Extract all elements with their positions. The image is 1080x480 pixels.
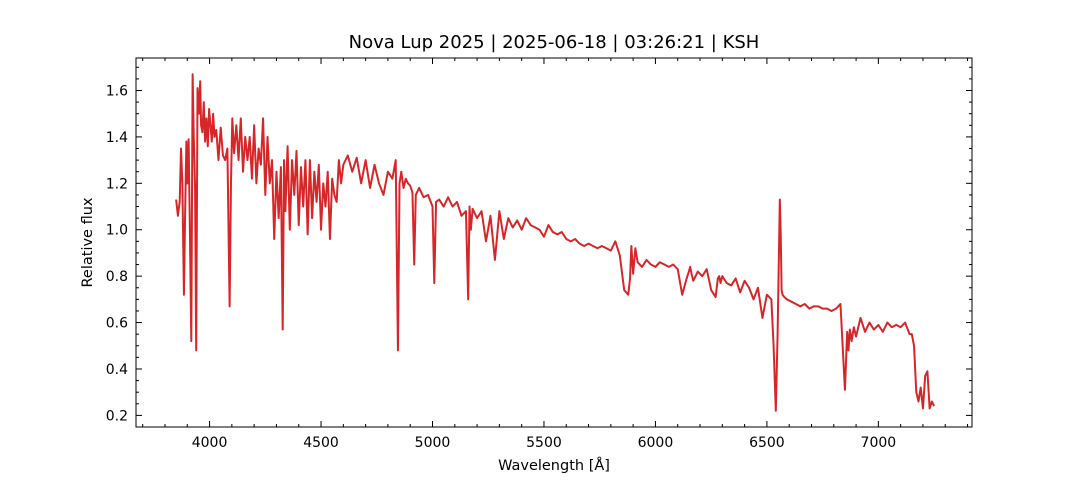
x-tick-label: 6000 xyxy=(638,435,674,451)
y-tick-label: 0.8 xyxy=(106,269,128,285)
x-tick-label: 5000 xyxy=(415,435,451,451)
x-tick-label: 4000 xyxy=(192,435,228,451)
y-tick-label: 1.6 xyxy=(106,83,128,99)
chart-title: Nova Lup 2025 | 2025-06-18 | 03:26:21 | … xyxy=(349,32,760,53)
plot-frame xyxy=(135,57,973,428)
y-tick-label: 1.0 xyxy=(106,223,128,239)
y-tick-label: 0.2 xyxy=(106,408,128,424)
x-tick-label: 4500 xyxy=(303,435,339,451)
x-axis-label: Wavelength [Å] xyxy=(498,457,610,474)
y-tick-label: 1.4 xyxy=(106,130,128,146)
plot-area xyxy=(175,73,936,412)
y-tick-label: 0.6 xyxy=(106,316,128,332)
x-tick-label: 5500 xyxy=(526,435,562,451)
y-tick-label: 1.2 xyxy=(106,176,128,192)
x-tick-label: 7000 xyxy=(861,435,897,451)
y-axis-label: Relative flux xyxy=(80,197,96,287)
x-tick-label: 6500 xyxy=(749,435,785,451)
axis-ticks: 4000 4500 5000 5500 6000 6500 7000 0.2 0.4 0.6 0.8… xyxy=(106,58,972,451)
y-tick-label: 0.4 xyxy=(106,362,128,378)
spectrum-line-0 xyxy=(175,73,936,412)
